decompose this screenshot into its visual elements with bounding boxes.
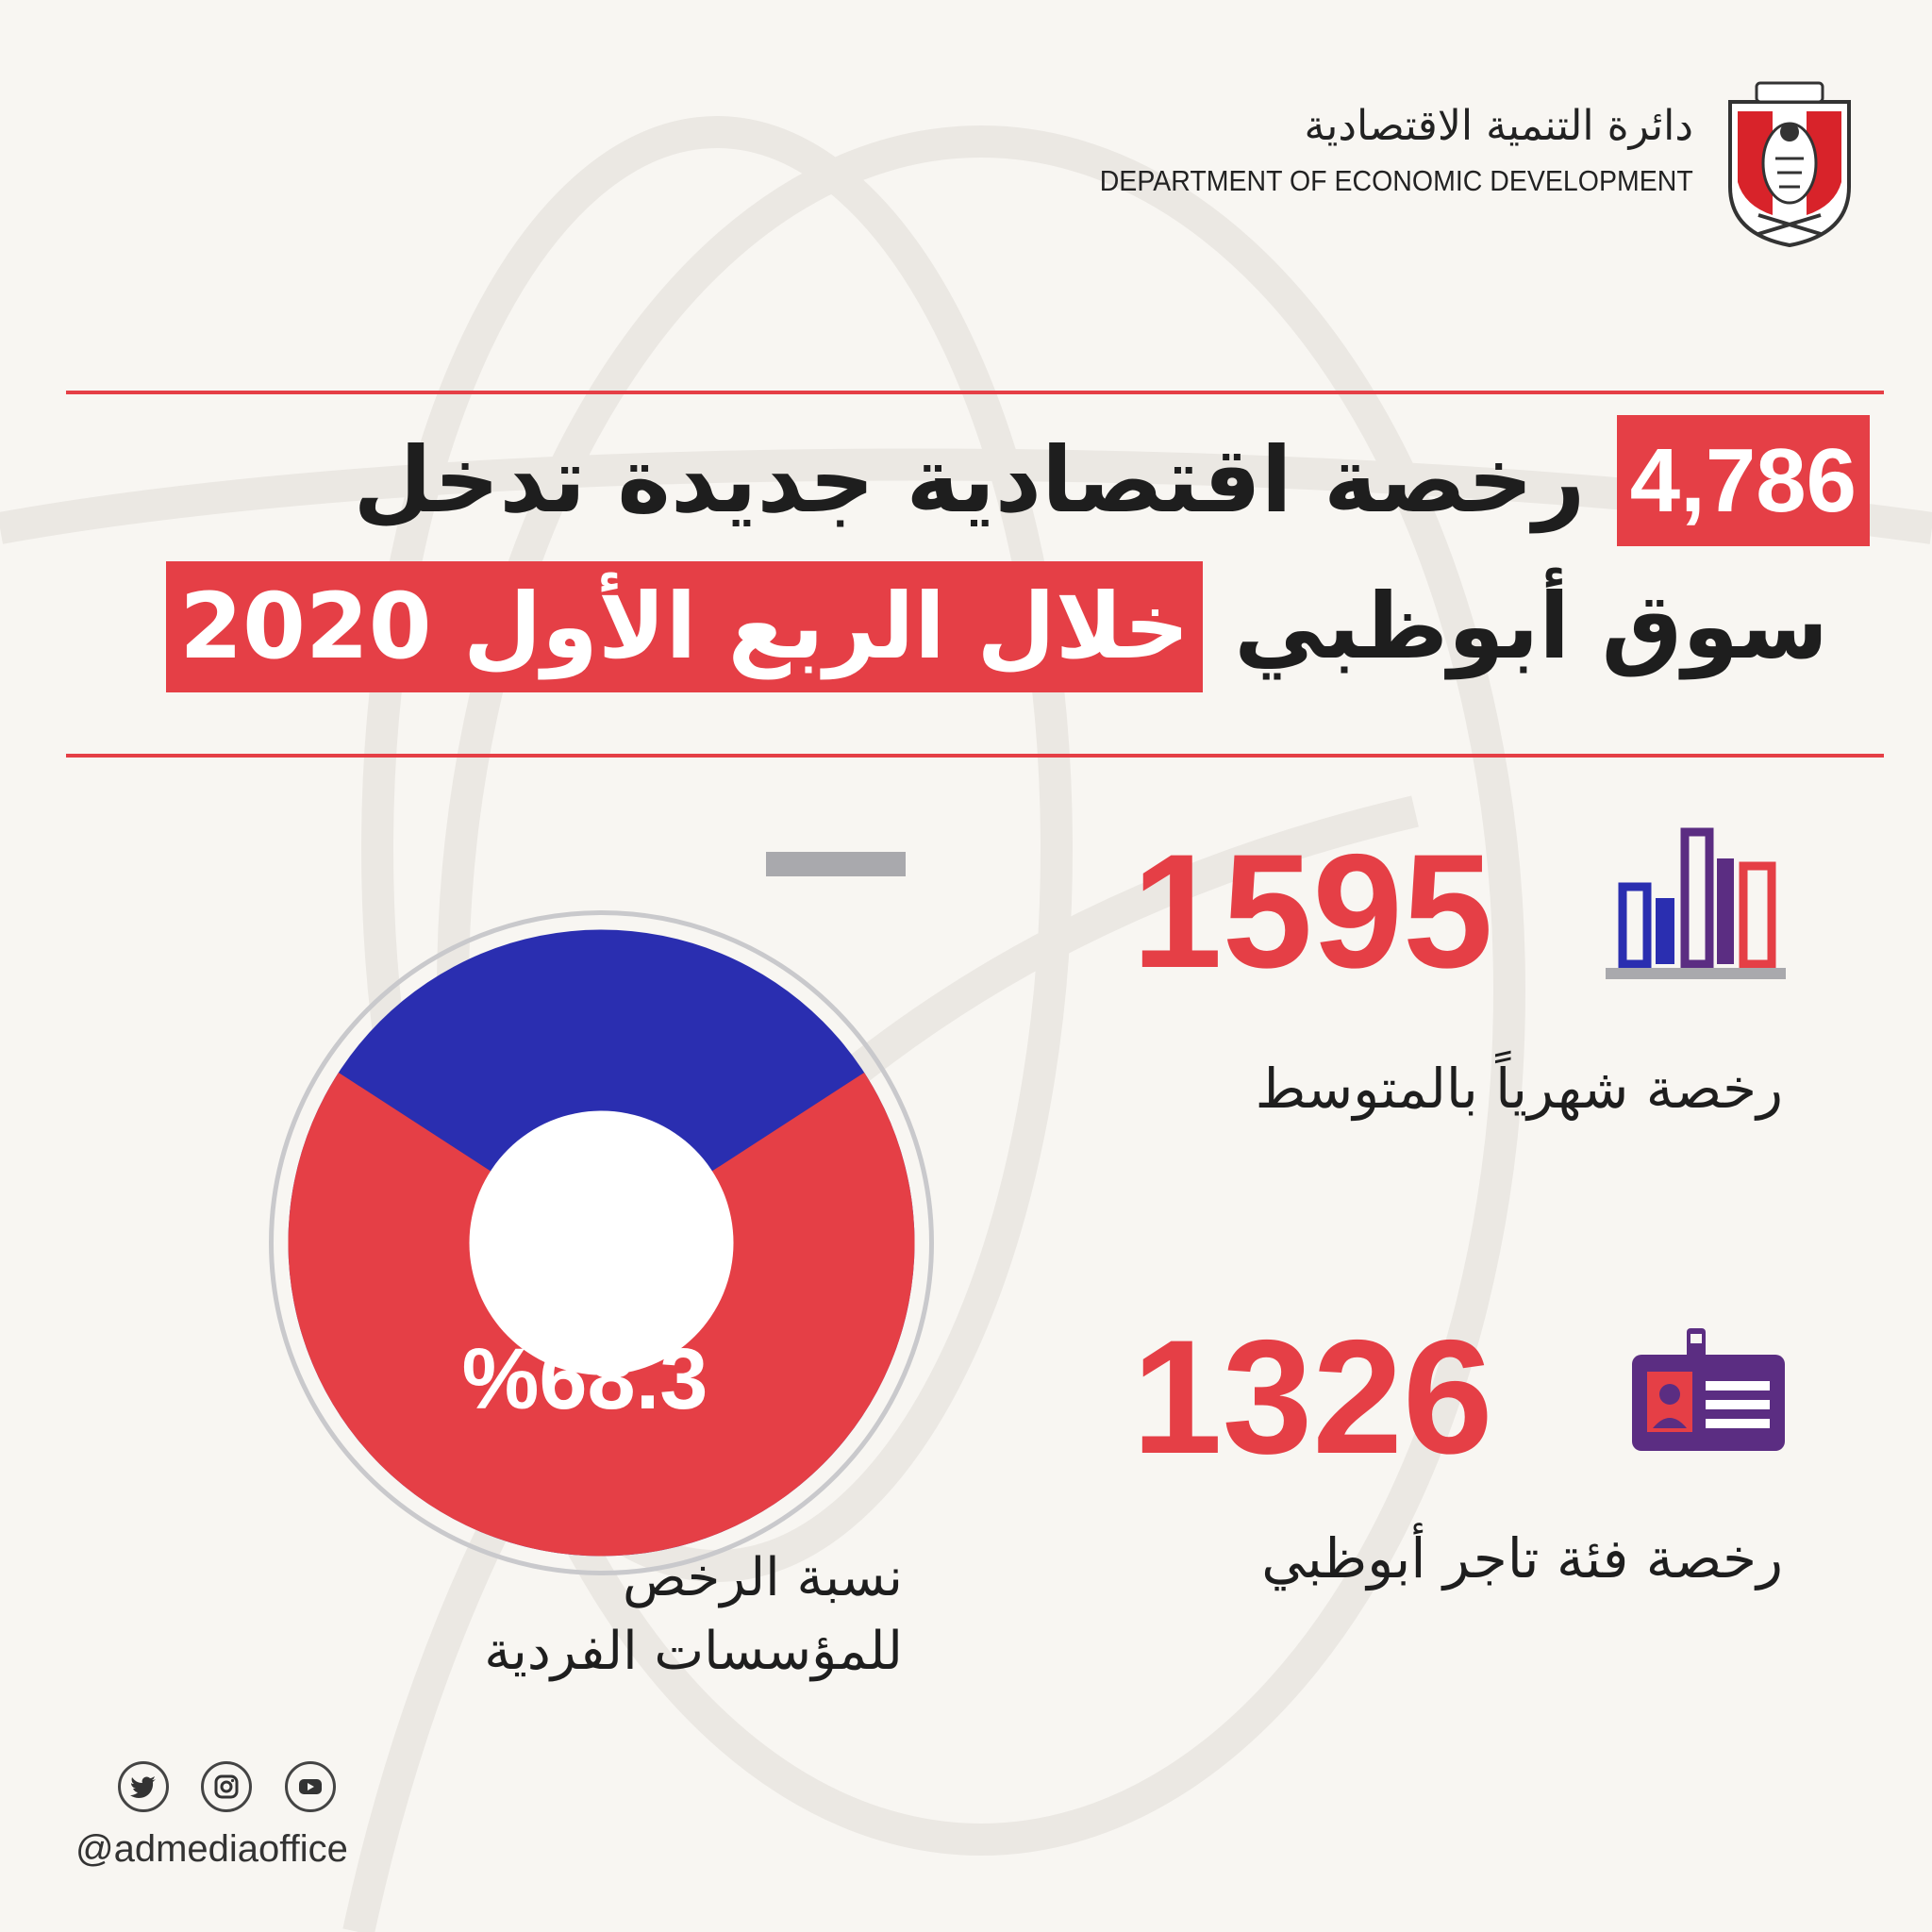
social-handle: @admediaoffice [75,1828,348,1870]
department-name-english: DEPARTMENT OF ECONOMIC DEVELOPMENT [1099,164,1693,197]
youtube-link[interactable] [285,1761,336,1812]
donut-caption-line-1: نسبة الرخص [622,1547,903,1608]
monthly-average-value: 1595 [1132,821,1493,1002]
headline-period-highlight: خلال الربع الأول 2020 [166,561,1203,693]
decorative-dash [766,852,906,876]
department-name-arabic: دائرة التنمية الاقتصادية [1304,102,1693,150]
bar-chart-icon [1606,827,1786,979]
headline-line-2-text: سوق أبوظبي [1234,574,1828,679]
youtube-icon [299,1779,322,1794]
instagram-icon [214,1774,239,1799]
instagram-link[interactable] [201,1761,252,1812]
headline-line-2: سوق أبوظبي خلال الربع الأول 2020 [166,561,1828,693]
trader-license-label: رخصة فئة تاجر أبوظبي [1261,1526,1783,1591]
sole-establishment-donut-chart [269,910,934,1575]
headline-line-1-text: رخصة اقتصادية جديدة تدخل [353,427,1586,533]
twitter-icon [130,1776,156,1798]
divider-top [66,391,1884,394]
donut-caption-line-2: للمؤسسات الفردية [484,1621,903,1682]
headline-number-highlight: 4,786 [1616,415,1870,547]
id-card-icon [1632,1328,1785,1451]
monthly-average-label: رخصة شهرياً بالمتوسط [1255,1057,1783,1121]
donut-percent-label: %68.3 [461,1331,708,1427]
twitter-link[interactable] [118,1761,169,1812]
donut-hole [469,1110,734,1375]
trader-license-value: 1326 [1132,1307,1493,1488]
divider-bottom [66,754,1884,758]
abu-dhabi-emblem-logo [1728,81,1851,248]
headline-line-1: 4,786 رخصة اقتصادية جديدة تدخل [353,415,1870,547]
